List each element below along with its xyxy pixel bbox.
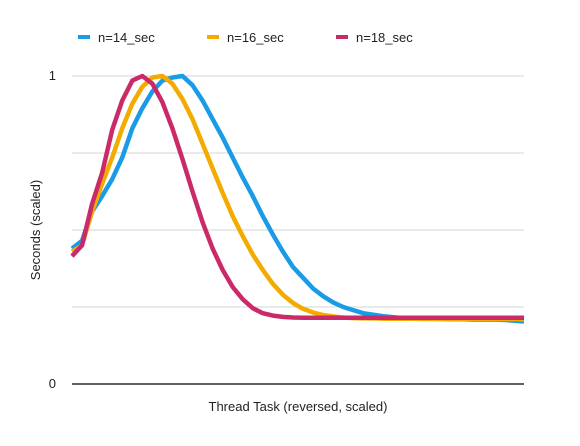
grid <box>72 75 524 308</box>
y-tick-labels: 01 <box>49 68 56 391</box>
legend-label: n=16_sec <box>227 30 284 45</box>
legend: n=14_sec n=16_sec n=18_sec <box>78 30 413 45</box>
y-tick-label: 1 <box>49 68 56 83</box>
y-tick-label: 0 <box>49 376 56 391</box>
series-line-1 <box>70 73 525 324</box>
legend-label: n=14_sec <box>98 30 155 45</box>
y-axis-title: Seconds (scaled) <box>28 180 43 280</box>
x-axis-title: Thread Task (reversed, scaled) <box>209 399 388 414</box>
series-group <box>70 73 525 324</box>
series-line-3 <box>70 73 524 321</box>
legend-label: n=18_sec <box>356 30 413 45</box>
